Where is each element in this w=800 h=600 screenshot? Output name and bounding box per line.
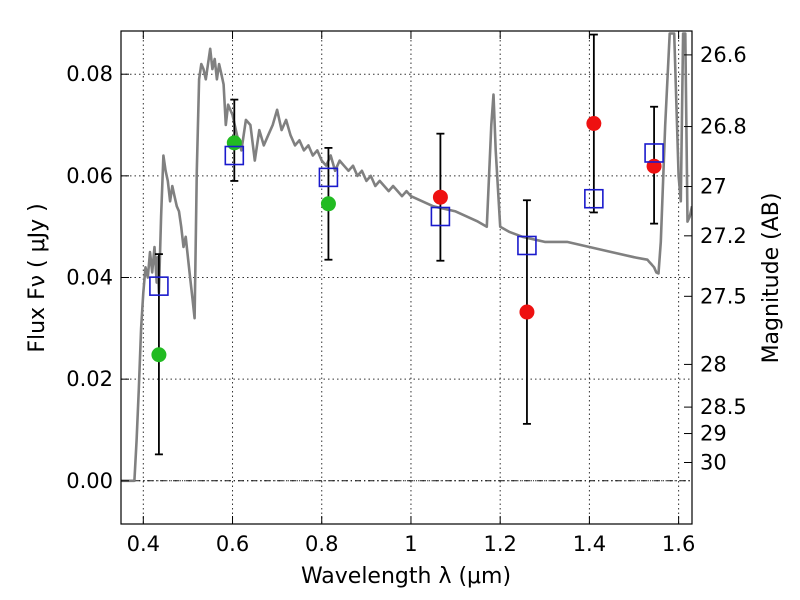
right-ticks: 26.6 26.8 27 27.2 27.5 28 28.5 29 30 (684, 43, 747, 475)
right-tick-label: 28.5 (700, 395, 747, 419)
model-spectrum-line (121, 32, 692, 483)
x-axis-label: Wavelength λ (μm) (301, 564, 511, 589)
right-tick-label: 30 (700, 451, 727, 475)
red-data-point (586, 116, 602, 132)
model-flux-square (430, 206, 451, 227)
x-tick-label: 1.2 (483, 532, 516, 556)
red-data-point (519, 304, 535, 320)
right-tick-label: 28 (700, 352, 727, 376)
x-tick-label: 0.6 (216, 532, 249, 556)
model-flux-square (584, 188, 604, 209)
x-ticks: 0.4 0.6 0.8 1 1.2 1.4 1.6 (127, 31, 695, 556)
right-tick-label: 27.2 (700, 224, 747, 248)
green-data-point (320, 196, 336, 212)
right-tick-label: 29 (700, 422, 727, 446)
x-tick-label: 1.4 (573, 532, 606, 556)
model-flux-square (224, 145, 245, 166)
x-tick-label: 0.8 (305, 532, 338, 556)
right-tick-label: 27.5 (700, 284, 747, 308)
model-flux-square (149, 276, 169, 296)
right-tick-label: 26.6 (700, 43, 747, 67)
model-spectrum (121, 32, 692, 483)
right-tick-label: 26.8 (700, 115, 747, 139)
red-data-point (646, 158, 662, 174)
x-tick-label: 1.6 (662, 532, 695, 556)
right-axis-label: Magnitude (AB) (759, 193, 784, 364)
green-data-point (226, 135, 242, 151)
x-tick-label: 1 (404, 532, 417, 556)
y-axis-label: Flux Fν ( μJy ) (25, 203, 50, 352)
red-data-point (432, 189, 448, 205)
y-tick-label: 0.04 (66, 266, 113, 290)
y-tick-label: 0.00 (66, 469, 113, 493)
x-tick-label: 0.4 (127, 532, 160, 556)
y-tick-label: 0.02 (66, 367, 113, 391)
model-flux-square (318, 167, 339, 188)
green-data-point (151, 347, 167, 363)
right-tick-label: 27 (700, 175, 727, 199)
data-points (149, 116, 664, 363)
model-flux-square (517, 235, 537, 256)
y-ticks: 0.00 0.02 0.04 0.06 0.08 (66, 62, 129, 493)
model-flux-square (644, 143, 664, 163)
y-tick-label: 0.06 (66, 164, 113, 188)
y-tick-label: 0.08 (66, 62, 113, 86)
